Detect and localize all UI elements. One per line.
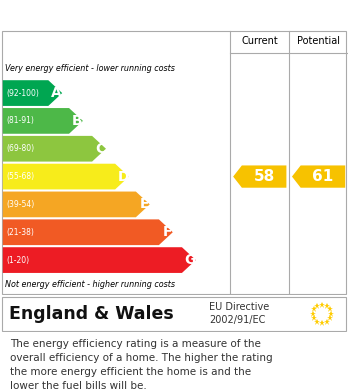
Text: (39-54): (39-54) [6,200,34,209]
Text: (69-80): (69-80) [6,144,34,153]
Text: (55-68): (55-68) [6,172,34,181]
Text: B: B [72,114,83,128]
Text: Not energy efficient - higher running costs: Not energy efficient - higher running co… [5,280,175,289]
Text: 61: 61 [312,169,334,184]
Text: G: G [184,253,196,267]
Text: (1-20): (1-20) [6,256,29,265]
Text: Potential: Potential [297,36,340,47]
Text: (21-38): (21-38) [6,228,34,237]
Polygon shape [292,165,345,188]
Polygon shape [3,164,129,189]
Polygon shape [3,247,196,273]
Text: E: E [140,197,149,212]
Polygon shape [3,80,62,106]
Polygon shape [3,192,150,217]
Text: Energy Efficiency Rating: Energy Efficiency Rating [10,7,231,23]
Text: England & Wales: England & Wales [9,305,173,323]
Text: (81-91): (81-91) [6,117,34,126]
Text: F: F [163,225,172,239]
Text: EU Directive
2002/91/EC: EU Directive 2002/91/EC [209,302,269,325]
Text: (92-100): (92-100) [6,89,39,98]
Polygon shape [3,108,83,134]
Text: Current: Current [242,36,278,47]
Polygon shape [3,136,106,161]
Text: D: D [118,170,129,183]
Text: C: C [95,142,105,156]
Text: Very energy efficient - lower running costs: Very energy efficient - lower running co… [5,64,175,73]
Polygon shape [3,219,173,245]
Polygon shape [233,165,286,188]
Text: The energy efficiency rating is a measure of the
overall efficiency of a home. T: The energy efficiency rating is a measur… [10,339,273,391]
Text: 58: 58 [253,169,275,184]
Text: A: A [51,86,62,100]
